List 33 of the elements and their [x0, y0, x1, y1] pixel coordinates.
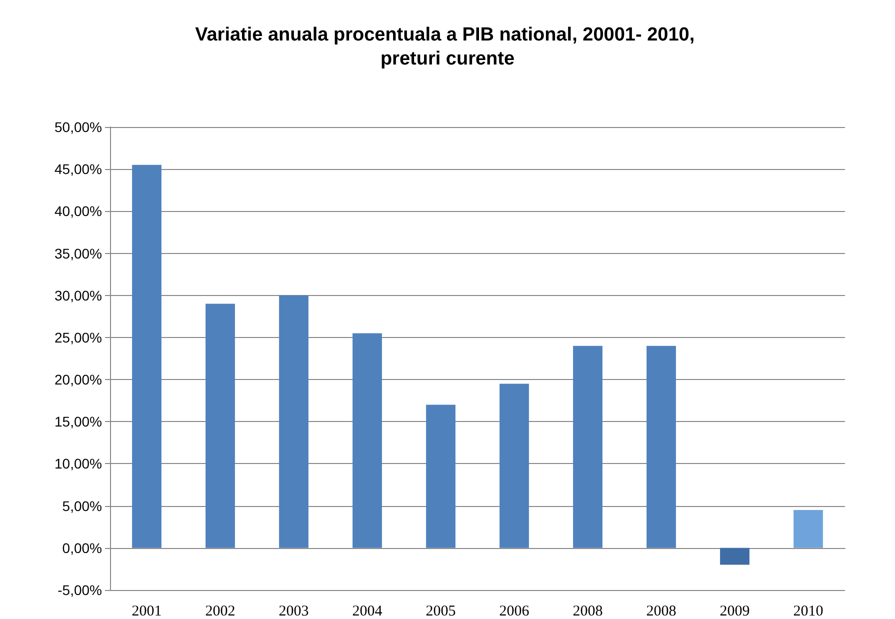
bar [206, 304, 235, 548]
y-tick-label: 50,00% [54, 119, 102, 135]
x-tick-label: 2001 [132, 604, 162, 619]
y-tick-label: 5,00% [62, 498, 102, 514]
bar [279, 295, 308, 548]
x-tick-label: 2006 [499, 604, 530, 619]
y-tick-label: 40,00% [54, 203, 102, 220]
bar [500, 384, 529, 548]
bar [720, 548, 750, 565]
y-tick-label: 20,00% [54, 372, 102, 388]
x-tick-label: 2010 [793, 604, 824, 619]
x-tick-label: 2002 [205, 604, 236, 619]
y-tick-label: 0,00% [62, 540, 102, 556]
y-tick-label: 30,00% [54, 287, 102, 304]
x-tick-label: 2005 [426, 604, 456, 619]
y-tick-label: 35,00% [54, 245, 102, 262]
y-tick-label: 25,00% [54, 329, 102, 346]
y-tick-label: 10,00% [54, 456, 102, 472]
x-tick-label: 2003 [278, 604, 309, 619]
y-tick-label: 15,00% [54, 414, 102, 430]
bar [646, 346, 676, 548]
y-tick-label: -5,00% [58, 582, 102, 598]
chart-title: Variatie anuala procentuala a PIB national, 20001- 2010, preturi curente [195, 24, 700, 70]
bar [794, 510, 823, 548]
x-tick-label: 2004 [352, 604, 383, 619]
x-tick-label: 2008 [572, 604, 603, 619]
bar [573, 346, 602, 548]
bar [426, 404, 456, 548]
y-tick-label: 45,00% [54, 161, 102, 178]
bar [132, 164, 162, 548]
x-tick-label: 2008 [646, 604, 676, 619]
bar [352, 333, 382, 548]
x-tick-label: 2009 [720, 604, 750, 619]
